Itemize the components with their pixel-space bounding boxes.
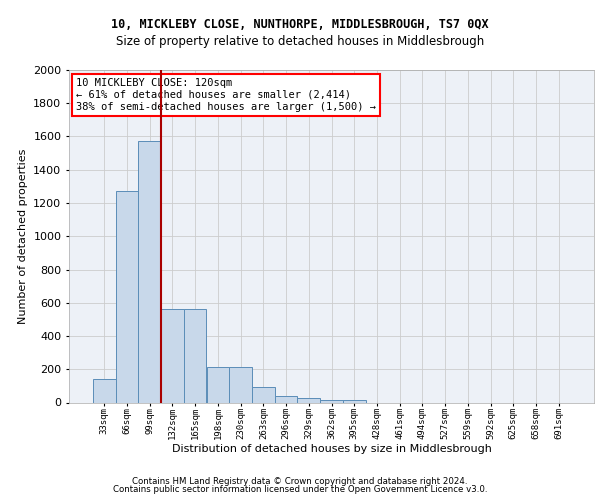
Bar xyxy=(93,379,116,402)
Text: 10 MICKLEBY CLOSE: 120sqm
← 61% of detached houses are smaller (2,414)
38% of se: 10 MICKLEBY CLOSE: 120sqm ← 61% of detac… xyxy=(76,78,376,112)
Y-axis label: Number of detached properties: Number of detached properties xyxy=(17,148,28,324)
Bar xyxy=(161,308,184,402)
Bar xyxy=(229,367,252,402)
Text: 10, MICKLEBY CLOSE, NUNTHORPE, MIDDLESBROUGH, TS7 0QX: 10, MICKLEBY CLOSE, NUNTHORPE, MIDDLESBR… xyxy=(111,18,489,30)
Bar xyxy=(298,398,320,402)
Text: Size of property relative to detached houses in Middlesbrough: Size of property relative to detached ho… xyxy=(116,35,484,48)
Text: Contains HM Land Registry data © Crown copyright and database right 2024.: Contains HM Land Registry data © Crown c… xyxy=(132,477,468,486)
Bar xyxy=(184,308,206,402)
Bar xyxy=(343,400,365,402)
Bar xyxy=(252,386,275,402)
Bar xyxy=(320,400,343,402)
Bar xyxy=(139,140,161,402)
X-axis label: Distribution of detached houses by size in Middlesbrough: Distribution of detached houses by size … xyxy=(172,444,491,454)
Text: Contains public sector information licensed under the Open Government Licence v3: Contains public sector information licen… xyxy=(113,485,487,494)
Bar xyxy=(116,190,139,402)
Bar xyxy=(206,367,229,402)
Bar xyxy=(275,396,298,402)
